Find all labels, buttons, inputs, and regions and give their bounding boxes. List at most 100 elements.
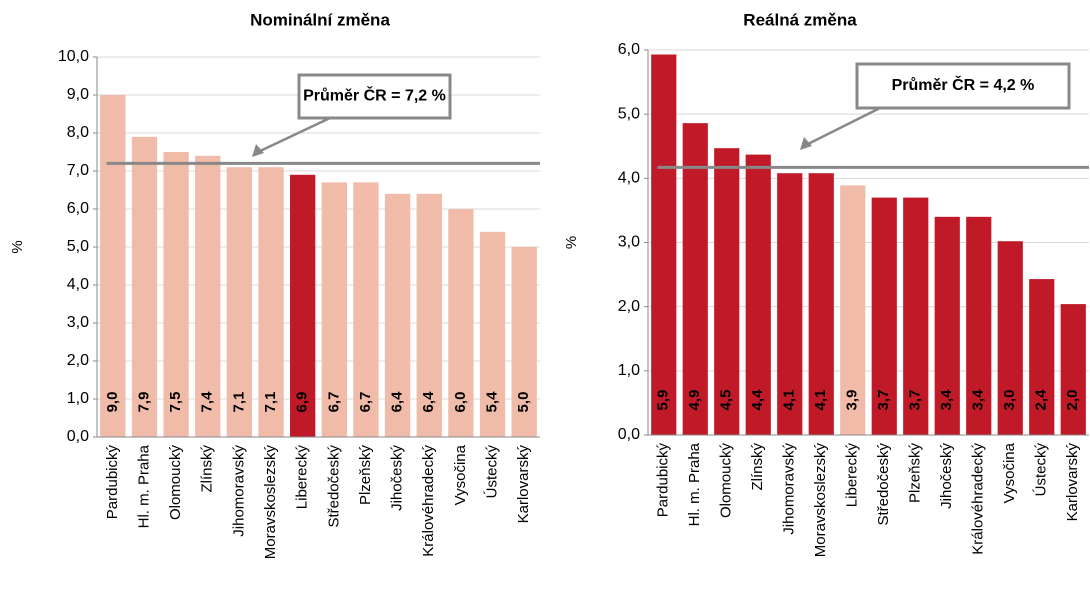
bar xyxy=(100,95,126,437)
y-axis-label: % xyxy=(563,236,580,249)
annotation-text: Průměr ČR = 4,2 % xyxy=(892,75,1035,94)
bar xyxy=(714,148,740,436)
y-tick-label: 9,0 xyxy=(67,86,89,103)
bar xyxy=(651,54,677,435)
x-tick-label: Olomoucký xyxy=(718,443,735,519)
bar xyxy=(511,247,537,437)
arrow-head xyxy=(800,137,812,150)
bar xyxy=(226,167,253,437)
x-tick-label: Ústecký xyxy=(1033,443,1050,497)
bar xyxy=(808,173,834,435)
x-tick-label: Jihočeský xyxy=(938,443,955,509)
value-label: 4,1 xyxy=(812,390,829,411)
value-label: 3,4 xyxy=(970,389,987,411)
bar xyxy=(871,197,897,435)
annotation-box xyxy=(297,73,452,120)
x-tick-label: Karlovarský xyxy=(515,445,532,524)
x-tick-label: Jihočeský xyxy=(389,445,406,511)
y-tick-label: 7,0 xyxy=(67,162,89,179)
y-tick-label: 3,0 xyxy=(618,234,640,251)
value-label: 3,4 xyxy=(938,389,955,411)
value-label: 4,1 xyxy=(781,390,798,411)
bar xyxy=(745,154,771,435)
y-tick-label: 1,0 xyxy=(618,362,640,379)
value-label: 5,0 xyxy=(515,392,532,413)
bar xyxy=(682,123,708,436)
arrow-head xyxy=(252,144,264,157)
value-label: 7,5 xyxy=(167,392,184,413)
x-tick-label: Moravskoslezský xyxy=(262,445,279,560)
value-label: 6,4 xyxy=(389,391,406,413)
value-label: 4,9 xyxy=(686,390,703,411)
x-tick-label: Moravskoslezský xyxy=(812,443,829,558)
x-tick-label: Hl. m. Praha xyxy=(135,444,152,528)
value-label: 2,4 xyxy=(1033,389,1050,411)
y-tick-label: 2,0 xyxy=(67,352,89,369)
y-tick-label: 3,0 xyxy=(67,314,89,331)
value-label: 6,9 xyxy=(294,392,311,413)
value-label: 5,9 xyxy=(655,390,672,411)
bar xyxy=(1029,279,1055,435)
y-axis-label: % xyxy=(9,240,26,253)
y-tick-label: 8,0 xyxy=(67,124,89,141)
x-tick-label: Zlínský xyxy=(749,443,766,491)
x-tick-label: Karlovarský xyxy=(1064,443,1081,522)
x-tick-label: Jihomoravský xyxy=(230,445,247,537)
y-tick-label: 4,0 xyxy=(67,276,89,293)
x-tick-label: Zlínský xyxy=(199,445,216,493)
x-tick-label: Vysočina xyxy=(452,444,469,505)
x-tick-label: Olomoucký xyxy=(167,445,184,521)
x-tick-label: Pardubický xyxy=(104,445,121,520)
value-label: 3,7 xyxy=(907,390,924,411)
x-tick-label: Vysočina xyxy=(1001,442,1018,503)
bar xyxy=(777,173,803,435)
bar xyxy=(997,241,1023,435)
bar xyxy=(966,216,992,435)
annotation-text: Průměr ČR = 7,2 % xyxy=(303,86,446,105)
y-tick-label: 0,0 xyxy=(618,426,640,443)
value-label: 6,7 xyxy=(325,392,342,413)
value-label: 7,1 xyxy=(230,392,247,413)
x-tick-label: Plzeňský xyxy=(907,443,924,504)
x-tick-label: Ústecký xyxy=(484,445,501,499)
bar xyxy=(934,216,960,435)
value-label: 4,4 xyxy=(749,389,766,411)
bar xyxy=(131,136,158,438)
bar xyxy=(903,197,929,435)
annotation-box xyxy=(855,62,1071,110)
value-label: 5,4 xyxy=(484,391,501,413)
y-tick-label: 2,0 xyxy=(618,298,640,315)
y-tick-label: 5,0 xyxy=(618,105,640,122)
bar xyxy=(384,193,411,437)
bar xyxy=(195,155,221,438)
x-tick-label: Jihomoravský xyxy=(781,443,798,535)
y-tick-label: 5,0 xyxy=(67,238,89,255)
x-tick-label: Liberecký xyxy=(294,445,311,510)
x-tick-label: Středočeský xyxy=(875,443,892,526)
x-tick-label: Liberecký xyxy=(844,443,861,508)
bar xyxy=(448,209,474,437)
value-label: 6,4 xyxy=(420,391,437,413)
y-tick-label: 10,0 xyxy=(58,48,89,65)
value-label: 9,0 xyxy=(104,392,121,413)
bar xyxy=(321,182,347,437)
value-label: 2,0 xyxy=(1064,390,1081,411)
y-tick-label: 1,0 xyxy=(67,390,89,407)
bar xyxy=(258,167,284,437)
value-label: 3,7 xyxy=(875,390,892,411)
x-tick-label: Královéhradecký xyxy=(970,443,987,555)
y-tick-label: 4,0 xyxy=(618,170,640,187)
y-tick-label: 6,0 xyxy=(618,41,640,58)
y-tick-label: 0,0 xyxy=(67,428,89,445)
x-tick-label: Středočeský xyxy=(325,445,342,528)
value-label: 6,7 xyxy=(357,392,374,413)
x-tick-label: Pardubický xyxy=(655,443,672,518)
bar xyxy=(163,152,189,437)
chart-title: Nominální změna xyxy=(250,10,390,29)
y-tick-label: 6,0 xyxy=(67,200,89,217)
value-label: 3,0 xyxy=(1001,390,1018,411)
bar xyxy=(416,193,442,437)
x-tick-label: Plzeňský xyxy=(357,445,374,506)
